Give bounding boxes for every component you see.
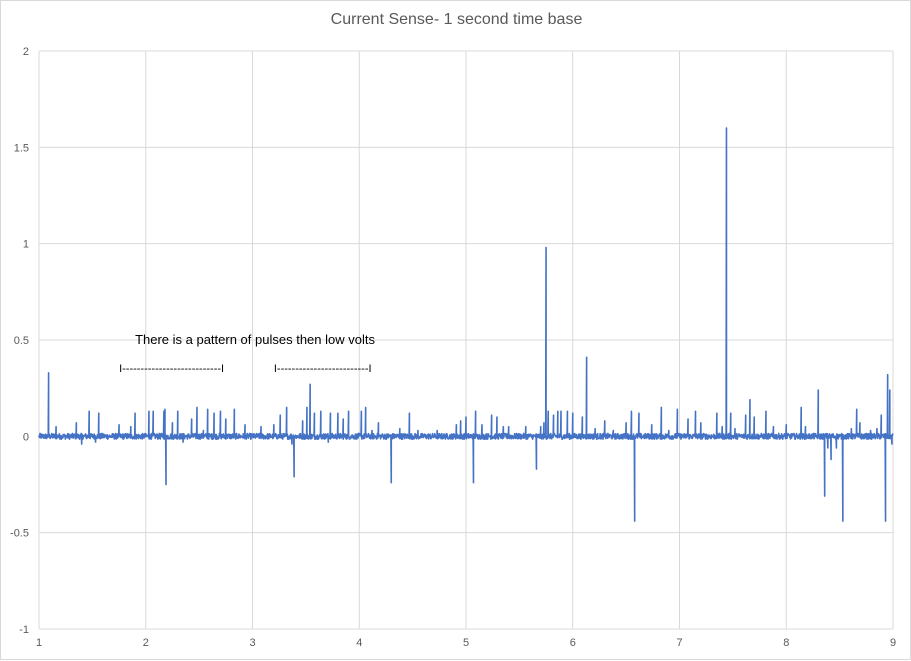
chart-title: Current Sense- 1 second time base bbox=[330, 11, 583, 28]
x-tick-label: 7 bbox=[676, 637, 682, 649]
x-tick-label: 6 bbox=[570, 637, 576, 649]
y-tick-label: 1 bbox=[23, 239, 29, 251]
x-tick-label: 1 bbox=[36, 637, 42, 649]
x-tick-label: 3 bbox=[249, 637, 255, 649]
annotation-text: There is a pattern of pulses then low vo… bbox=[135, 332, 375, 347]
y-tick-label: 2 bbox=[23, 46, 29, 58]
y-tick-label: 0 bbox=[23, 431, 29, 443]
annotations: There is a pattern of pulses then low vo… bbox=[119, 332, 375, 375]
axis-labels: 1 2 3 4 5 6 7 8 9 -1 -0.5 0 0.5 1 1.5 2 bbox=[10, 46, 896, 649]
series-line bbox=[38, 127, 894, 522]
series-layer bbox=[38, 127, 894, 522]
annotation-bracket: I-------------------------I bbox=[274, 363, 372, 375]
x-tick-label: 5 bbox=[463, 637, 469, 649]
x-tick-label: 4 bbox=[356, 637, 362, 649]
x-tick-label: 2 bbox=[143, 637, 149, 649]
x-tick-label: 8 bbox=[783, 637, 789, 649]
y-tick-label: 0.5 bbox=[14, 335, 29, 347]
y-tick-label: -0.5 bbox=[10, 528, 29, 540]
annotation-bracket: I---------------------------I bbox=[119, 363, 224, 375]
y-tick-label: 1.5 bbox=[14, 142, 29, 154]
y-tick-label: -1 bbox=[19, 624, 29, 636]
x-tick-label: 9 bbox=[890, 637, 896, 649]
